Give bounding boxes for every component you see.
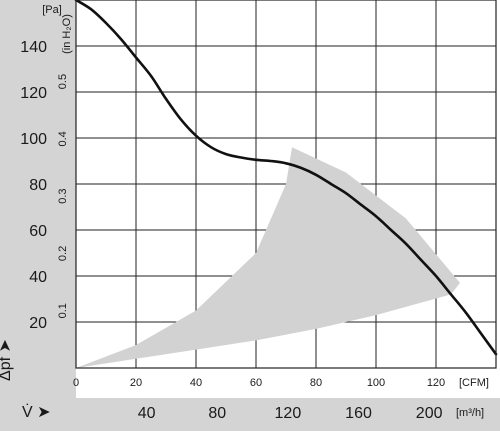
pa-tick-label: 80 — [29, 177, 47, 194]
grid — [76, 0, 496, 368]
operating-region-shape — [76, 147, 460, 368]
inh2o-tick-label: 0.1 — [57, 303, 69, 318]
pa-tick-label: 20 — [29, 315, 47, 332]
m3h-tick-label: 40 — [138, 405, 156, 422]
operating-region — [76, 147, 460, 368]
tick-labels: 20 40 60 80 100 120 140 0.1 0.2 0.3 0.4 0.5 0 20 40 60 8… — [20, 39, 445, 422]
cfm-tick-label: 0 — [73, 377, 79, 389]
m3h-tick-label: 120 — [275, 405, 302, 422]
m3h-unit-label: [m³/h] — [456, 407, 484, 419]
inh2o-tick-label: 0.2 — [57, 246, 69, 261]
pa-tick-label: 40 — [29, 269, 47, 286]
left-axis-band — [0, 0, 76, 431]
cfm-tick-label: 100 — [367, 377, 385, 389]
bottom-axis-band — [0, 398, 500, 431]
pa-tick-label: 60 — [29, 223, 47, 240]
cfm-tick-label: 120 — [427, 377, 445, 389]
inh2o-tick-label: 0.4 — [57, 131, 69, 146]
pa-tick-label: 100 — [20, 131, 47, 148]
inh2o-unit-label: (in H₂O) — [61, 14, 73, 54]
inh2o-tick-label: 0.3 — [57, 188, 69, 203]
m3h-tick-label: 160 — [345, 405, 372, 422]
pressure-axis-symbol: Δpf ➤ — [0, 339, 14, 381]
fan-curve-line — [74, 0, 498, 356]
pa-unit-label: [Pa] — [42, 4, 62, 16]
cfm-unit-label: [CFM] — [459, 377, 489, 389]
m3h-tick-label: 80 — [208, 405, 226, 422]
cfm-tick-label: 20 — [130, 377, 142, 389]
cfm-tick-label: 40 — [190, 377, 202, 389]
pa-tick-label: 120 — [20, 85, 47, 102]
fan-curve — [74, 0, 498, 356]
cfm-tick-label: 80 — [310, 377, 322, 389]
inh2o-tick-label: 0.5 — [57, 74, 69, 89]
m3h-tick-label: 200 — [416, 405, 443, 422]
cfm-tick-label: 60 — [250, 377, 262, 389]
plot-frame — [75, 0, 497, 369]
pa-tick-label: 140 — [20, 39, 47, 56]
flow-axis-symbol: V̇ ➤ — [22, 403, 51, 421]
